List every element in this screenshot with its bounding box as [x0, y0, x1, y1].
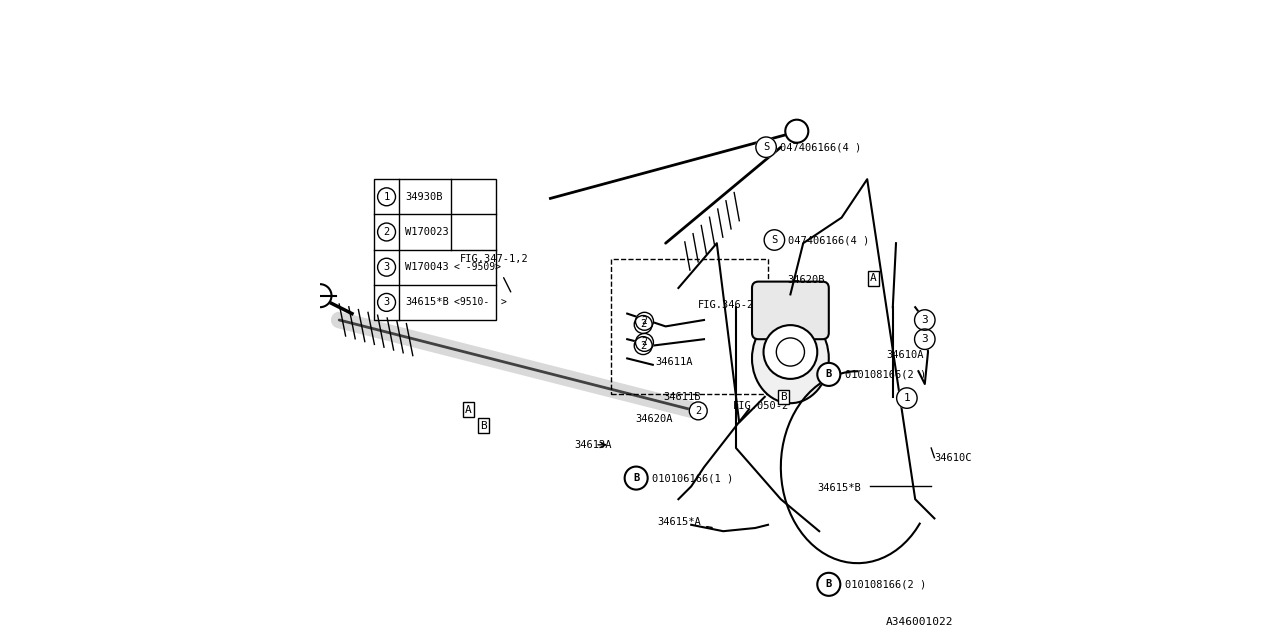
Circle shape — [914, 329, 934, 349]
Text: S: S — [763, 142, 769, 152]
Circle shape — [635, 312, 654, 330]
Text: 010108166(2 ): 010108166(2 ) — [845, 579, 925, 589]
Text: S: S — [772, 235, 777, 245]
Circle shape — [818, 363, 840, 386]
Text: B: B — [826, 369, 832, 380]
Text: 3: 3 — [384, 298, 389, 307]
Text: <9510-  >: <9510- > — [454, 298, 507, 307]
Text: B: B — [780, 392, 787, 402]
Circle shape — [764, 230, 785, 250]
Text: 34615*A: 34615*A — [658, 516, 701, 527]
Text: 34611A: 34611A — [655, 356, 692, 367]
Text: 3: 3 — [384, 262, 389, 272]
Text: 34613A: 34613A — [575, 440, 612, 450]
Text: 34620B: 34620B — [787, 275, 824, 285]
Text: 34930B: 34930B — [404, 192, 443, 202]
Text: 34610A: 34610A — [886, 350, 924, 360]
Circle shape — [378, 223, 396, 241]
Text: FIG.347-1,2: FIG.347-1,2 — [460, 254, 529, 264]
Text: A: A — [465, 404, 472, 415]
Text: 34611B: 34611B — [663, 392, 700, 402]
Circle shape — [786, 120, 809, 143]
Circle shape — [755, 137, 776, 157]
Circle shape — [378, 258, 396, 276]
Text: B: B — [480, 420, 486, 431]
Text: 2: 2 — [641, 316, 648, 326]
Text: 34620A: 34620A — [635, 413, 672, 424]
Circle shape — [776, 338, 805, 366]
Text: 010106166(1 ): 010106166(1 ) — [653, 473, 733, 483]
Text: 34610C: 34610C — [934, 452, 972, 463]
Text: 2: 2 — [640, 319, 646, 330]
Circle shape — [635, 337, 653, 355]
Text: 34615*B: 34615*B — [404, 298, 449, 307]
Text: 2: 2 — [641, 337, 648, 348]
Bar — [612, 259, 768, 394]
Text: 2: 2 — [640, 340, 646, 351]
FancyBboxPatch shape — [753, 282, 829, 339]
Text: 047406166(4 ): 047406166(4 ) — [781, 142, 861, 152]
Circle shape — [308, 284, 332, 307]
Text: W170043: W170043 — [404, 262, 449, 272]
Text: < -9509>: < -9509> — [454, 262, 502, 272]
Text: 1: 1 — [904, 393, 910, 403]
Circle shape — [378, 293, 396, 312]
Text: 1: 1 — [384, 192, 389, 202]
Text: A: A — [870, 273, 877, 284]
Circle shape — [763, 325, 818, 379]
Text: 047406166(4 ): 047406166(4 ) — [788, 235, 869, 245]
Circle shape — [625, 467, 648, 490]
Text: 3: 3 — [922, 334, 928, 344]
Text: 3: 3 — [922, 315, 928, 325]
Text: 2: 2 — [384, 227, 389, 237]
Circle shape — [689, 402, 708, 420]
Text: 2: 2 — [695, 406, 701, 416]
Circle shape — [896, 388, 916, 408]
Text: 010108166(2 ): 010108166(2 ) — [845, 369, 925, 380]
Bar — [374, 179, 497, 320]
Text: W170023: W170023 — [404, 227, 449, 237]
Text: FIG.050-2: FIG.050-2 — [732, 401, 788, 411]
Text: FIG.346-2: FIG.346-2 — [698, 300, 754, 310]
Circle shape — [378, 188, 396, 206]
Text: A346001022: A346001022 — [886, 617, 954, 627]
Circle shape — [635, 333, 654, 351]
Text: B: B — [634, 473, 639, 483]
Text: B: B — [826, 579, 832, 589]
Circle shape — [635, 316, 653, 333]
Ellipse shape — [753, 314, 829, 403]
Text: 34615*B: 34615*B — [817, 483, 860, 493]
Circle shape — [818, 573, 840, 596]
Circle shape — [914, 310, 934, 330]
